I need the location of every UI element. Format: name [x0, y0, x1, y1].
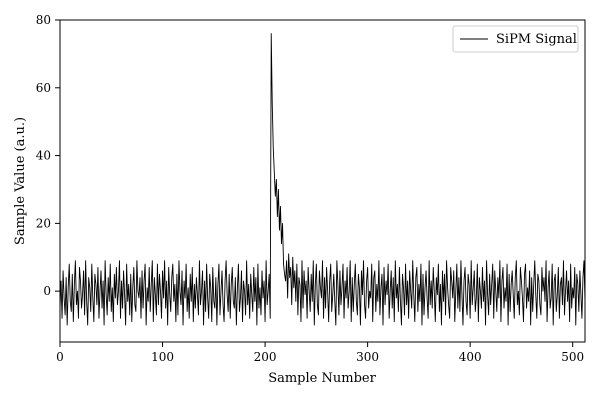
y-tick-label: 40 [36, 149, 51, 163]
x-tick-label: 0 [56, 350, 64, 364]
y-tick-label: 80 [36, 13, 51, 27]
x-axis-label: Sample Number [268, 371, 376, 386]
x-tick-label: 200 [254, 350, 277, 364]
x-tick-label: 300 [356, 350, 379, 364]
legend-box [452, 25, 579, 53]
y-tick-label: 0 [43, 284, 51, 298]
y-tick-label: 60 [36, 81, 51, 95]
y-axis-label: Sample Value (a.u.) [13, 117, 28, 245]
x-tick-label: 400 [459, 350, 482, 364]
x-tick-label: 100 [151, 350, 174, 364]
legend-label: SiPM Signal [496, 32, 577, 47]
legend: SiPM Signal [452, 25, 579, 53]
series-line-0 [59, 33, 586, 326]
y-axis: 0 20 40 60 80 [36, 13, 60, 298]
x-axis: 0 100 200 300 400 500 [56, 342, 584, 364]
y-tick-label: 20 [36, 216, 51, 230]
series-layer [59, 33, 586, 326]
x-tick-label: 500 [561, 350, 584, 364]
plot-frame [59, 19, 586, 343]
